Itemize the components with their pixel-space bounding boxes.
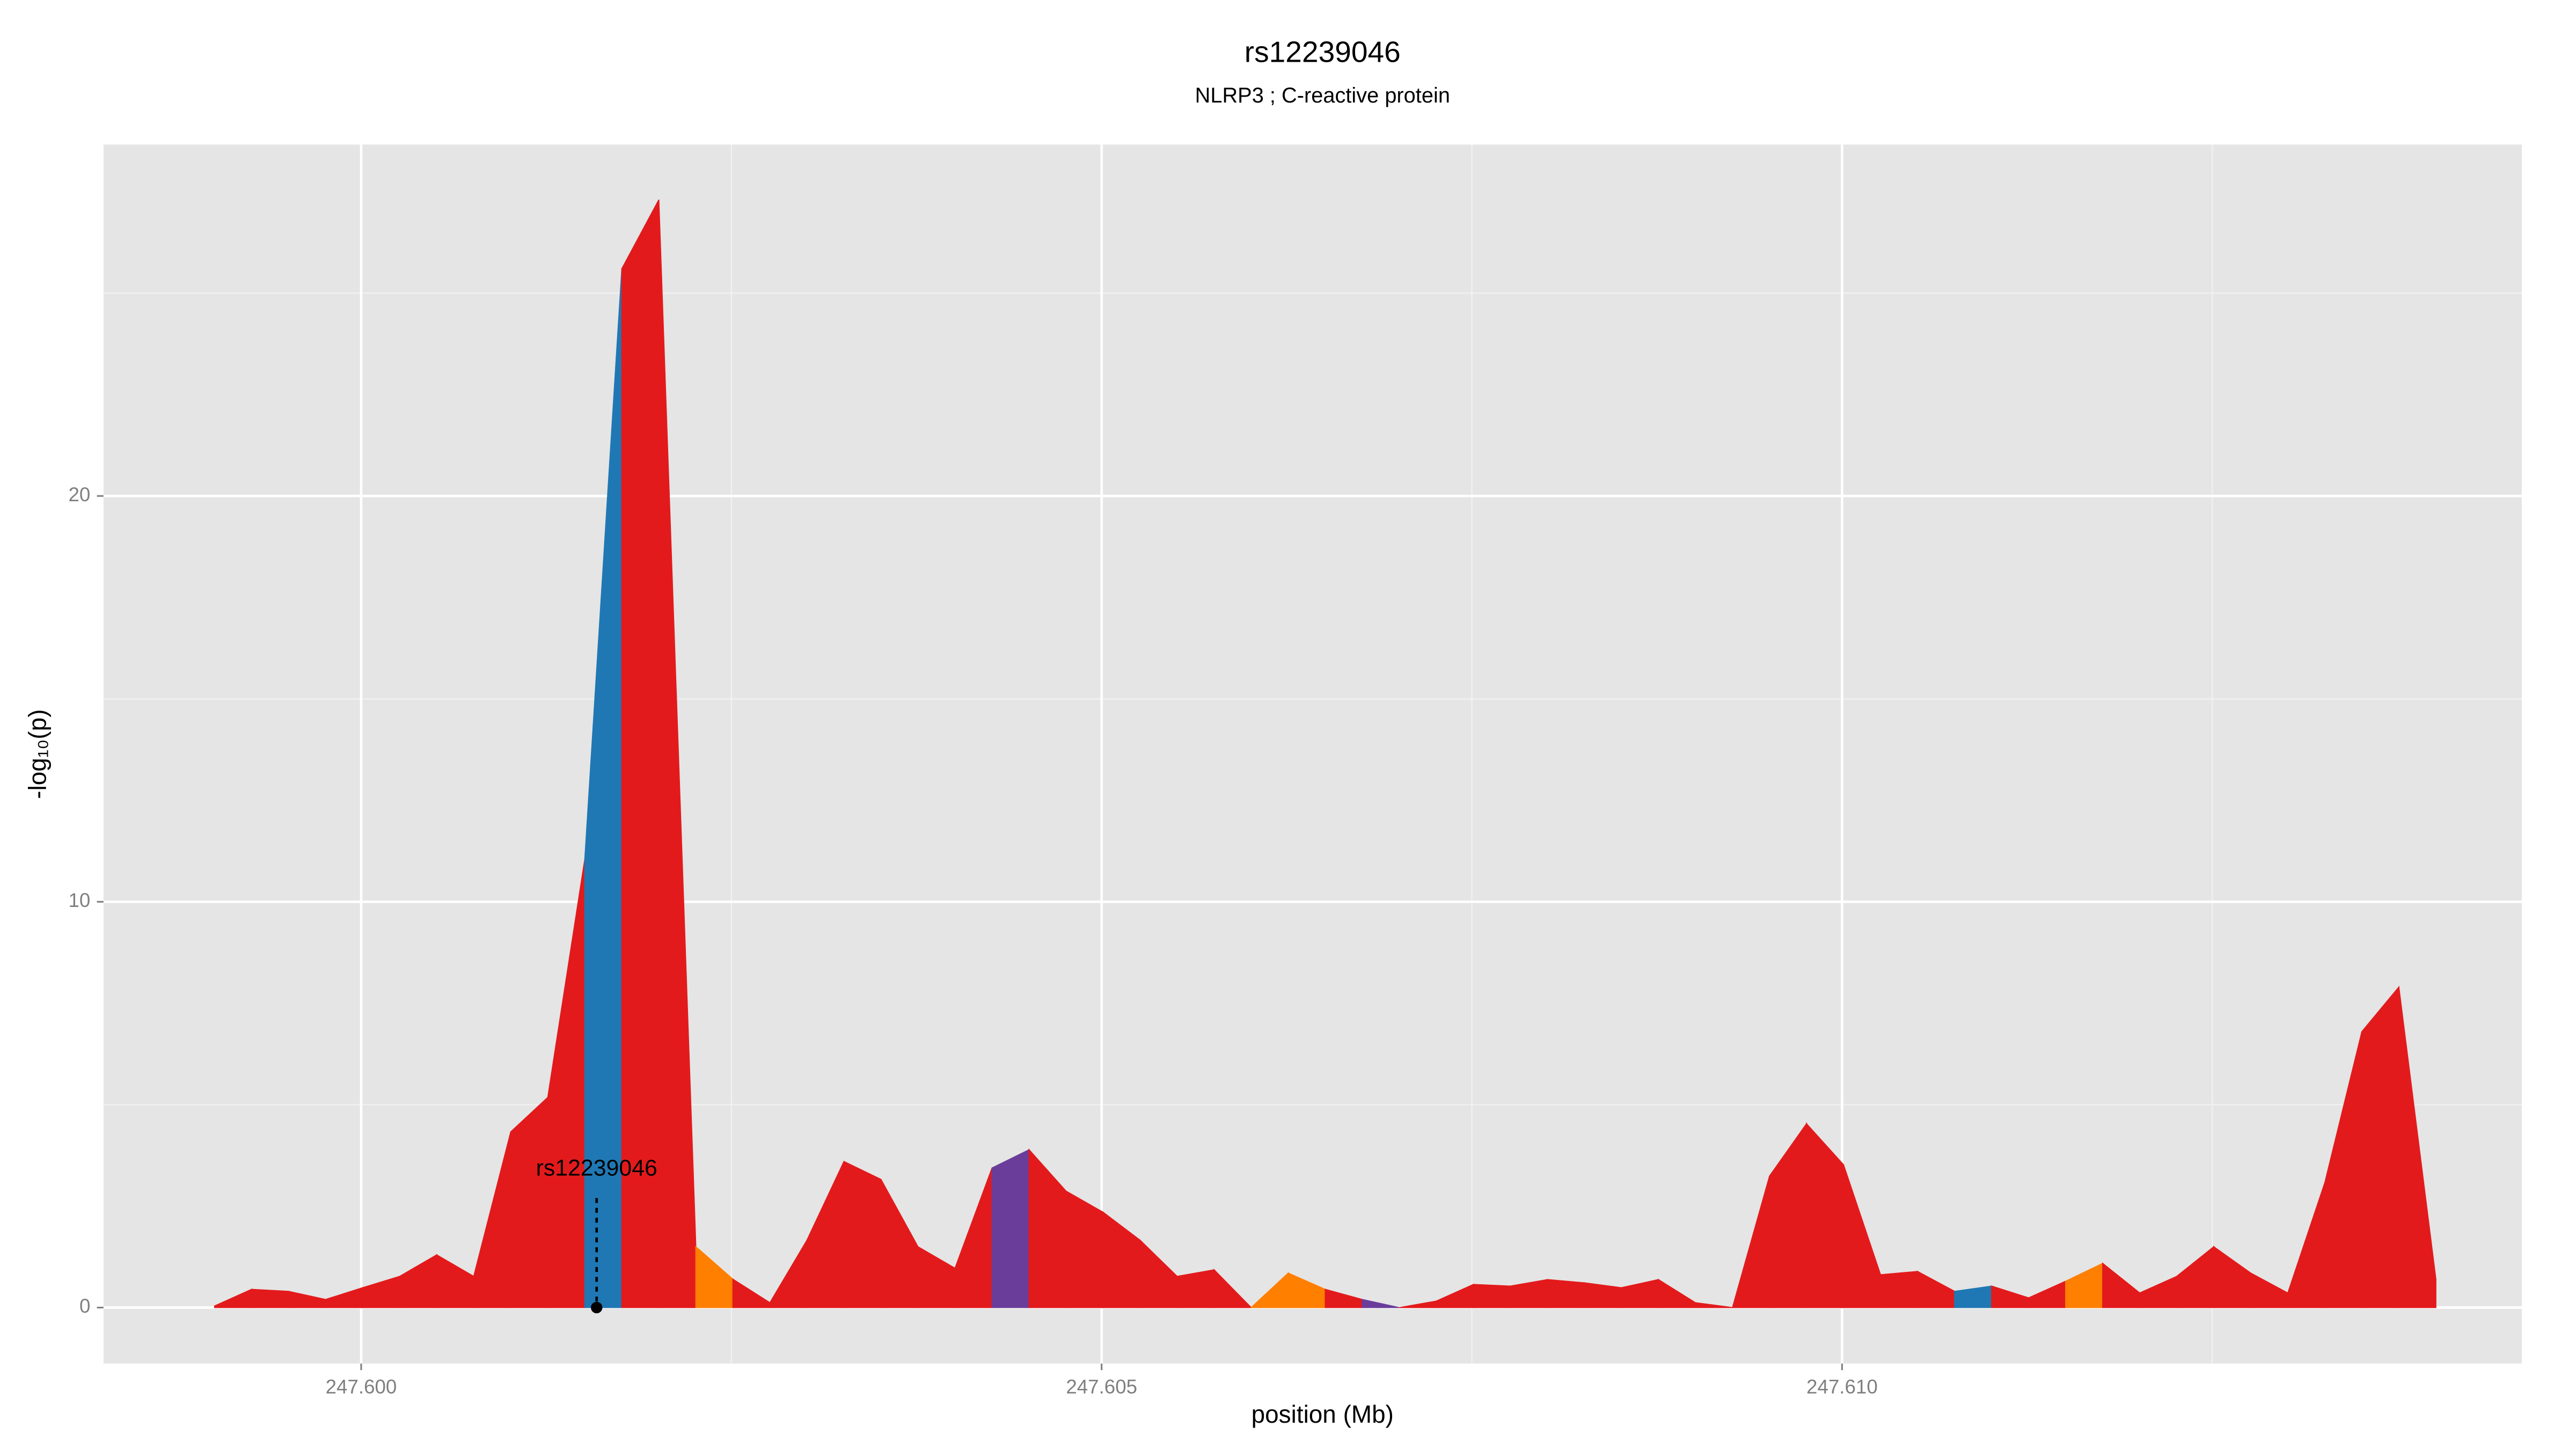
x-tick-label: 247.600: [326, 1375, 397, 1397]
y-axis-label: -log₁₀(p): [24, 709, 52, 799]
area-segment: [1213, 1268, 1253, 1308]
area-segment: [1584, 1282, 1622, 1308]
area-segment: [1065, 1190, 1104, 1308]
chart-subtitle: NLRP3 ; C-reactive protein: [1195, 84, 1450, 107]
area-segment: [1473, 1284, 1511, 1308]
plot-panel: [103, 144, 2522, 1364]
area-segment: [991, 1148, 1030, 1308]
area-segment: [843, 1160, 882, 1308]
x-axis-label: position (Mb): [1252, 1400, 1394, 1428]
area-segment: [1880, 1271, 1919, 1308]
y-tick-label: 20: [69, 484, 91, 506]
area-segment: [1547, 1279, 1585, 1308]
area-segment: [510, 1096, 548, 1308]
area-segment: [1362, 1299, 1400, 1308]
x-tick-label: 247.605: [1066, 1375, 1137, 1397]
area-segment: [1176, 1269, 1215, 1308]
plot-area: rs12239046: [214, 199, 2436, 1314]
area-segment: [621, 199, 660, 1308]
chart-title: rs12239046: [1245, 35, 1401, 69]
area-segment: [251, 1289, 289, 1308]
y-tick-label: 0: [79, 1295, 90, 1317]
lead-snp-label: rs12239046: [536, 1155, 657, 1181]
area-segment: [1695, 1302, 1733, 1308]
x-tick-label: 247.610: [1806, 1375, 1878, 1397]
y-tick-label: 10: [69, 889, 91, 911]
area-segment: [2398, 987, 2436, 1308]
area-segment: [2361, 985, 2399, 1308]
lead-snp-point: [591, 1301, 603, 1314]
